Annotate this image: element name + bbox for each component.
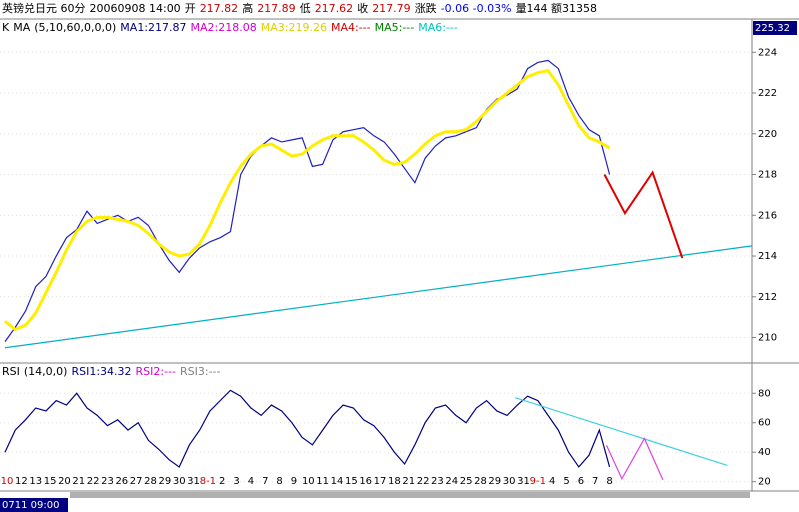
x-tick-label: 28 <box>144 476 157 487</box>
x-tick-label: 29 <box>158 476 171 487</box>
header-text: 量144 额31358 <box>515 2 598 15</box>
header-text: 20060908 14:00 <box>89 2 181 15</box>
header-text: 217.79 <box>372 2 411 15</box>
x-tick-label: 10 <box>302 476 315 487</box>
x-tick-label: 5 <box>563 476 569 487</box>
y-tick-label: 218 <box>758 170 777 181</box>
header-text: MA1:217.87 <box>120 21 187 34</box>
header-text: RSI <box>2 365 20 378</box>
x-tick-label: 8 <box>606 476 612 487</box>
series-line <box>4 59 611 342</box>
x-tick-label: 10 <box>1 476 14 487</box>
header-text: MA4:--- <box>330 21 371 34</box>
x-tick-label: 14 <box>331 476 344 487</box>
x-tick-label: 8-1 <box>200 476 216 487</box>
x-tick-label: 31 <box>517 476 530 487</box>
y-tick-label: 60 <box>758 418 771 429</box>
x-tick-label: 26 <box>115 476 128 487</box>
x-tick-label: 22 <box>417 476 430 487</box>
header-text: 高 <box>242 2 254 15</box>
x-tick-label: 8 <box>276 476 282 487</box>
y-tick-label: 220 <box>758 129 777 140</box>
y-tick-label: 212 <box>758 292 777 303</box>
price-label: 225.32 <box>755 23 790 34</box>
x-tick-label: 25 <box>460 476 473 487</box>
header-text: MA <box>13 21 31 34</box>
time-box <box>0 498 68 512</box>
header-text: 涨跌 <box>414 2 437 15</box>
rsi-legend: RSI (14,0,0) RSI1:34.32 RSI2:--- RSI3:--- <box>2 365 225 379</box>
header-text: 开 <box>184 2 196 15</box>
y-tick-label: 216 <box>758 210 777 221</box>
x-tick-label: 24 <box>445 476 458 487</box>
header-text: MA6:--- <box>418 21 458 34</box>
header-text: MA2:218.08 <box>190 21 257 34</box>
x-tick-label: 11 <box>316 476 329 487</box>
x-tick-label: 15 <box>44 476 57 487</box>
x-tick-label: 7 <box>592 476 598 487</box>
x-tick-label: 27 <box>130 476 143 487</box>
header-text: (14,0,0) <box>23 365 68 378</box>
header-text: MA5:--- <box>374 21 415 34</box>
x-tick-label: 23 <box>101 476 114 487</box>
x-tick-label: 6 <box>578 476 584 487</box>
x-tick-label: 29 <box>488 476 501 487</box>
scrollbar <box>70 492 750 498</box>
price-box <box>753 21 797 35</box>
header-text: K <box>2 21 10 34</box>
x-tick-label: 9-1 <box>530 476 546 487</box>
header-text: RSI2:--- <box>135 365 177 378</box>
x-tick-label: 4 <box>549 476 555 487</box>
x-tick-label: 13 <box>29 476 42 487</box>
header-text: MA3:219.26 <box>260 21 327 34</box>
header-text: 收 <box>357 2 369 15</box>
quote-header: 英镑兑日元 60分 20060908 14:00 开 217.82 高 217.89 低 21… <box>2 2 601 16</box>
header-text: 英镑兑日元 60分 <box>2 2 86 15</box>
series-line <box>4 389 611 468</box>
x-tick-label: 31 <box>187 476 200 487</box>
header-text: RSI3:--- <box>180 365 221 378</box>
y-tick-label: 80 <box>758 388 771 399</box>
header-text: (5,10,60,0,0,0) <box>34 21 117 34</box>
header-text: -0.06 -0.03% <box>440 2 512 15</box>
x-tick-label: 20 <box>58 476 71 487</box>
trend-line <box>605 437 664 481</box>
header-text: 低 <box>299 2 311 15</box>
header-text: RSI1:34.32 <box>71 365 132 378</box>
x-tick-label: 15 <box>345 476 358 487</box>
x-tick-label: 17 <box>374 476 387 487</box>
x-tick-label: 28 <box>474 476 487 487</box>
x-tick-label: 30 <box>173 476 186 487</box>
x-tick-label: 9 <box>291 476 297 487</box>
y-tick-label: 222 <box>758 88 777 99</box>
y-tick-label: 210 <box>758 333 777 344</box>
x-tick-label: 12 <box>15 476 28 487</box>
x-tick-label: 3 <box>233 476 239 487</box>
trend-line <box>515 397 728 467</box>
x-tick-label: 16 <box>359 476 372 487</box>
series-line <box>4 68 611 332</box>
header-text: 217.62 <box>314 2 354 15</box>
x-tick-label: 21 <box>72 476 85 487</box>
trend-line <box>603 170 684 259</box>
x-tick-label: 4 <box>248 476 254 487</box>
time-label: 0711 09:00 <box>2 500 59 511</box>
y-tick-label: 224 <box>758 47 777 58</box>
y-tick-label: 214 <box>758 251 777 262</box>
trend-line <box>4 245 753 349</box>
y-tick-label: 20 <box>758 477 771 488</box>
header-text: 217.89 <box>257 2 296 15</box>
x-tick-label: 2 <box>219 476 225 487</box>
x-tick-label: 22 <box>87 476 100 487</box>
y-tick-label: 40 <box>758 447 771 458</box>
x-tick-label: 18 <box>388 476 401 487</box>
header-text: 217.82 <box>199 2 239 15</box>
ma-legend: K MA (5,10,60,0,0,0) MA1:217.87 MA2:218.08 MA… <box>2 21 462 35</box>
x-tick-label: 7 <box>262 476 268 487</box>
x-tick-label: 21 <box>402 476 415 487</box>
x-tick-label: 23 <box>431 476 444 487</box>
x-tick-label: 30 <box>503 476 516 487</box>
